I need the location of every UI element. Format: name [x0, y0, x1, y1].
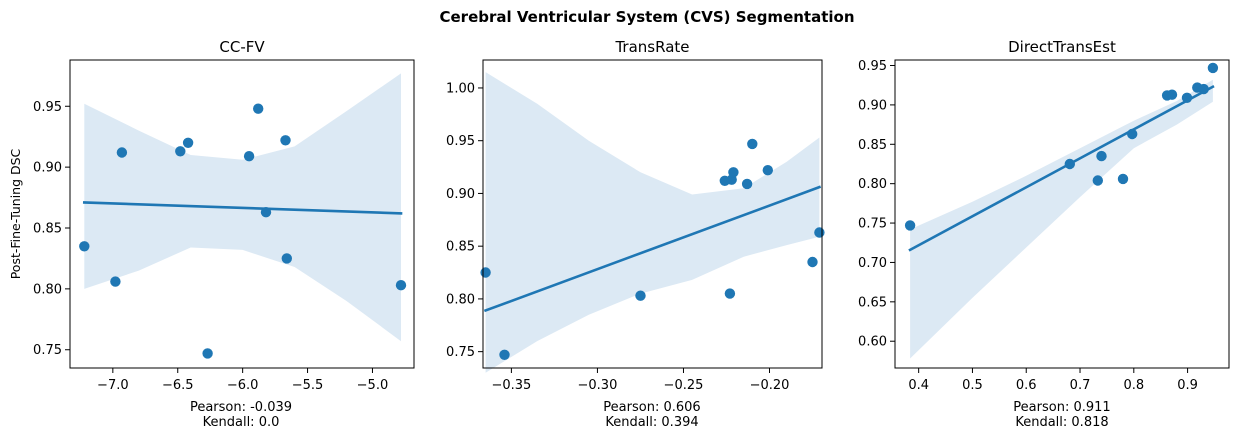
x-tick-label: −5.5: [292, 378, 324, 393]
confidence-band: [910, 79, 1213, 359]
data-point: [724, 288, 736, 299]
x-tick-label: 0.8: [1123, 378, 1144, 393]
chart-panel-1: −7.0 −6.5 −6.0 −5.5 −5.0 0.75 0.80 0.85 0.90 0.95…: [8, 38, 415, 430]
x-tick-label: −0.30: [578, 378, 618, 393]
data-point: [1092, 175, 1104, 186]
data-point: [1117, 173, 1129, 185]
data-point: [747, 138, 758, 150]
panel-title: DirectTransEst: [1008, 38, 1116, 56]
data-point: [1207, 62, 1219, 74]
x-tick-label: −0.35: [491, 378, 531, 393]
data-point: [395, 280, 407, 291]
data-point: [728, 167, 739, 178]
correlation-stat: Kendall: 0.818: [1015, 415, 1108, 430]
panel-title: CC-FV: [219, 38, 265, 56]
data-point: [904, 220, 916, 231]
panel-title: TransRate: [614, 38, 689, 56]
data-point: [635, 290, 646, 301]
data-point: [1127, 128, 1138, 140]
data-point: [202, 348, 213, 359]
regression-line: [908, 85, 1215, 252]
x-tick-label: −0.25: [664, 378, 704, 393]
x-tick-label: 0.7: [1070, 378, 1091, 393]
data-point: [480, 267, 491, 278]
x-tick-label: −7.0: [97, 378, 129, 393]
confidence-band: [485, 72, 820, 373]
y-tick-label: 0.60: [858, 335, 887, 350]
data-point: [175, 146, 186, 157]
data-point: [260, 207, 272, 218]
y-tick-label: 0.85: [33, 222, 62, 237]
regression-line: [82, 201, 403, 215]
data-point: [807, 256, 818, 268]
data-point: [741, 178, 753, 190]
y-tick-label: 0.95: [858, 59, 887, 74]
x-tick-label: 0.9: [1177, 378, 1198, 393]
x-tick-label: −6.5: [162, 378, 194, 393]
x-tick-label: 0.4: [908, 378, 929, 393]
y-tick-label: 0.65: [858, 295, 887, 310]
data-point: [116, 147, 128, 158]
regression-line: [483, 185, 822, 313]
data-point: [110, 276, 121, 287]
data-point: [253, 103, 264, 114]
data-point: [1096, 150, 1107, 162]
x-tick-label: −0.20: [750, 378, 790, 393]
data-point: [79, 241, 90, 252]
data-point: [1198, 83, 1209, 95]
figure-suptitle: Cerebral Ventricular System (CVS) Segmen…: [439, 8, 854, 26]
data-point: [182, 137, 194, 148]
y-tick-label: 0.75: [446, 345, 475, 360]
data-point: [762, 165, 773, 176]
axes-frame: [482, 59, 823, 369]
y-tick-label: 0.75: [33, 343, 62, 358]
x-tick-label: −5.0: [357, 378, 389, 393]
data-point: [281, 253, 292, 264]
y-tick-label: 0.90: [446, 187, 475, 202]
y-tick-label: 0.75: [858, 217, 887, 232]
data-point: [280, 135, 291, 146]
correlation-stat: Pearson: 0.911: [1013, 400, 1110, 415]
data-point: [1064, 158, 1076, 170]
y-tick-label: 0.85: [858, 138, 887, 153]
axes-frame: [894, 59, 1230, 369]
x-tick-label: −6.0: [227, 378, 259, 393]
data-point: [814, 227, 825, 238]
y-tick-label: 0.95: [33, 100, 62, 115]
y-tick-label: 0.85: [446, 240, 475, 255]
data-point: [499, 349, 510, 360]
correlation-stat: Kendall: 0.0: [203, 415, 280, 430]
y-axis-label: Post-Fine-Tuning DSC: [8, 148, 23, 279]
y-tick-label: 1.00: [446, 81, 475, 96]
x-tick-label: 0.6: [1016, 378, 1037, 393]
y-tick-label: 0.90: [858, 98, 887, 113]
data-point: [243, 151, 255, 162]
correlation-stat: Pearson: -0.039: [190, 400, 292, 415]
y-tick-label: 0.95: [446, 134, 475, 149]
data-point: [1181, 92, 1193, 104]
chart-panel-2: −0.35 −0.30 −0.25 −0.20 0.75 0.80 0.85 0.90 0.95…: [446, 38, 825, 430]
correlation-stat: Pearson: 0.606: [603, 400, 700, 415]
y-tick-label: 0.80: [33, 282, 62, 297]
y-tick-label: 0.80: [858, 177, 887, 192]
chart-panel-3: 0.4 0.5 0.6 0.7 0.8 0.9 0.60 0.65 0.70 0.75 0.80 0.…: [858, 38, 1230, 430]
y-tick-label: 0.80: [446, 292, 475, 307]
correlation-stat: Kendall: 0.394: [605, 415, 698, 430]
data-point: [1166, 89, 1178, 100]
y-tick-label: 0.90: [33, 161, 62, 176]
y-tick-label: 0.70: [858, 256, 887, 271]
axes-frame: [69, 59, 415, 369]
x-tick-label: 0.5: [962, 378, 983, 393]
